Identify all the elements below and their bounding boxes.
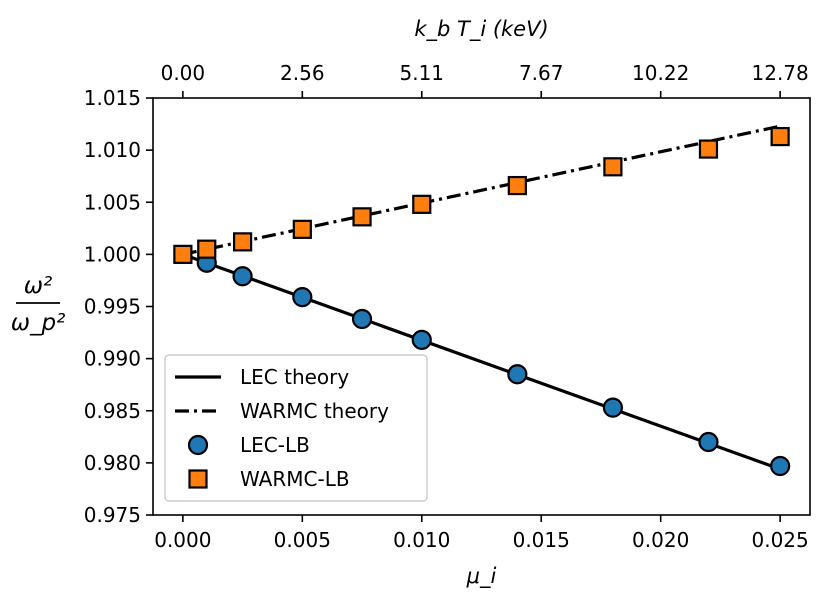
top-tick-label: 7.67: [519, 61, 564, 85]
axes-layer: 0.000 0.005 0.010 0.015 0.020 0.025 0.00 2.56 5.…: [11, 17, 811, 589]
warmc-theory-line: [182, 124, 781, 256]
legend-label-lec-lb: LEC-LB: [240, 433, 310, 457]
warmc-lb-point: [698, 139, 719, 159]
warmc-lb-point: [352, 207, 372, 227]
legend-swatch-warmc-lb: [188, 469, 208, 489]
y-tick-label: 1.000: [84, 242, 141, 266]
warmc-lb-point: [173, 244, 193, 264]
plot-layer: [173, 124, 791, 477]
legend-box: [164, 354, 428, 502]
x-tick-label: 0.025: [752, 528, 809, 552]
lec-lb-point: [770, 455, 791, 477]
y-tick-label: 1.005: [84, 190, 141, 214]
lec-lb-point: [507, 364, 528, 385]
warmc-lb-point: [603, 157, 623, 177]
top-axis-label: k_b T_i (keV): [414, 17, 548, 42]
top-tick-label: 0.00: [161, 61, 206, 85]
y-axis-label: ω² ω_p²: [11, 273, 66, 336]
legend-swatch-lec-lb: [187, 434, 209, 456]
lec-theory-line: [182, 252, 781, 471]
top-tick-label: 12.78: [752, 61, 809, 85]
top-tick-label: 5.11: [400, 61, 445, 85]
y-label-numerator: ω²: [24, 273, 52, 299]
legend-label-lec-theory: LEC theory: [240, 365, 349, 389]
x-tick-label: 0.015: [513, 528, 570, 552]
lec-lb-point: [232, 266, 253, 287]
legend-label-warmc-theory: WARMC theory: [240, 399, 389, 423]
y-tick-label: 0.990: [84, 347, 141, 371]
y-tick-label: 1.010: [84, 138, 141, 162]
warmc-lb-point: [412, 194, 432, 214]
y-tick-label: 0.995: [84, 295, 141, 319]
legend-label-warmc-lb: WARMC-LB: [240, 467, 350, 491]
warmc-lb-point: [292, 219, 312, 239]
y-label-denominator: ω_p²: [11, 310, 66, 336]
y-tick-label: 1.015: [84, 86, 141, 110]
top-tick-label: 10.22: [632, 61, 689, 85]
x-axis-label: μ_i: [466, 564, 497, 589]
x-tick-label: 0.010: [393, 528, 450, 552]
y-tick-label: 0.975: [84, 503, 141, 527]
x-tick-label: 0.020: [632, 528, 689, 552]
x-tick-label: 0.000: [154, 528, 211, 552]
lec-lb-point: [698, 431, 719, 453]
warmc-lb-point: [507, 175, 527, 196]
lec-lb-point: [351, 308, 373, 330]
warmc-lb-point: [197, 239, 217, 259]
x-tick-label: 0.005: [274, 528, 331, 552]
lec-lb-point: [292, 287, 313, 308]
lec-lb-point: [411, 329, 432, 350]
lec-lb-point: [602, 397, 624, 418]
y-tick-label: 0.980: [84, 451, 141, 475]
y-tick-label: 0.985: [84, 399, 141, 423]
plot-area: [173, 124, 791, 477]
warmc-lb-point: [232, 232, 253, 252]
warmc-lb-point: [770, 126, 790, 147]
legend: LEC theory WARMC theory LEC-LB WARMC-LB: [164, 354, 428, 502]
top-tick-label: 2.56: [280, 61, 325, 85]
